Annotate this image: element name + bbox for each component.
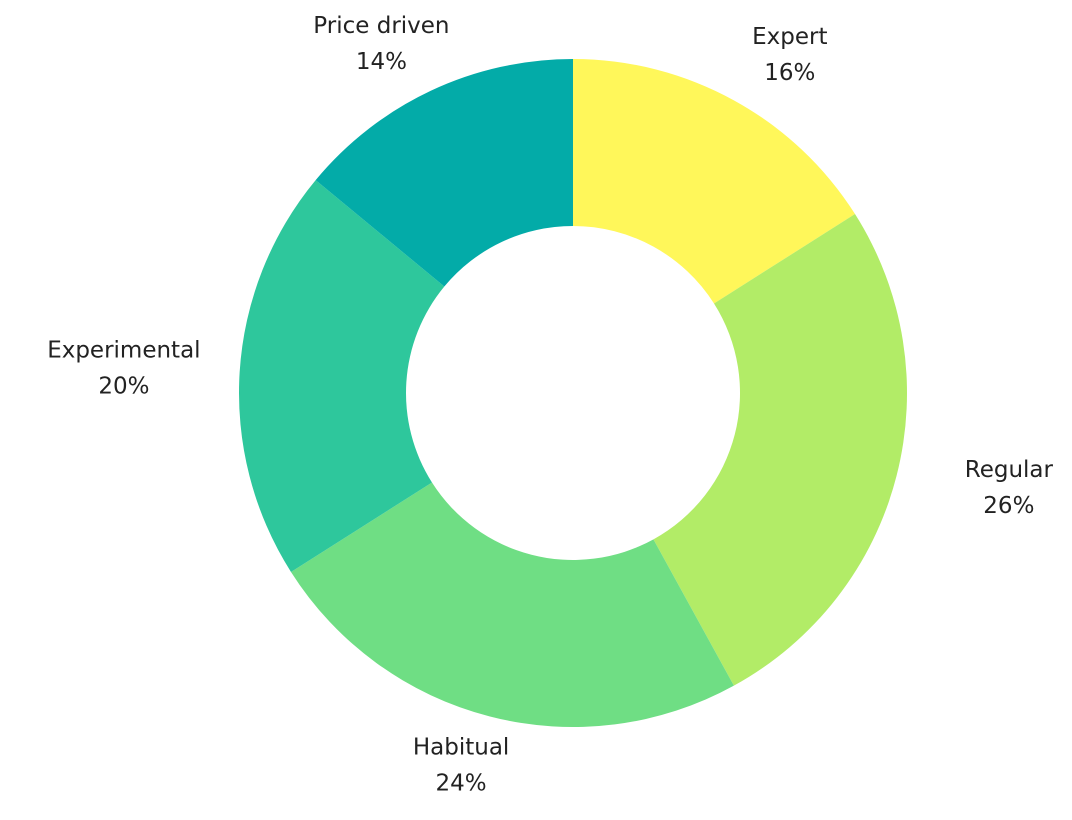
- slice-label: Expert: [752, 24, 827, 50]
- slice-label: Habitual: [413, 734, 509, 760]
- donut-slice: [290, 482, 734, 727]
- donut-slice: [573, 59, 856, 304]
- slice-label: Experimental: [47, 337, 200, 363]
- slice-label: Regular: [965, 457, 1054, 483]
- donut-slice: [239, 180, 445, 572]
- slice-label: Price driven: [313, 13, 449, 39]
- slice-value-label: 20%: [98, 373, 149, 399]
- slice-value-label: 24%: [436, 770, 487, 796]
- donut-slice: [315, 59, 573, 287]
- slice-value-label: 26%: [983, 493, 1034, 519]
- donut-slice: [653, 214, 907, 686]
- slice-value-label: 16%: [764, 60, 815, 86]
- slice-value-label: 14%: [356, 49, 407, 75]
